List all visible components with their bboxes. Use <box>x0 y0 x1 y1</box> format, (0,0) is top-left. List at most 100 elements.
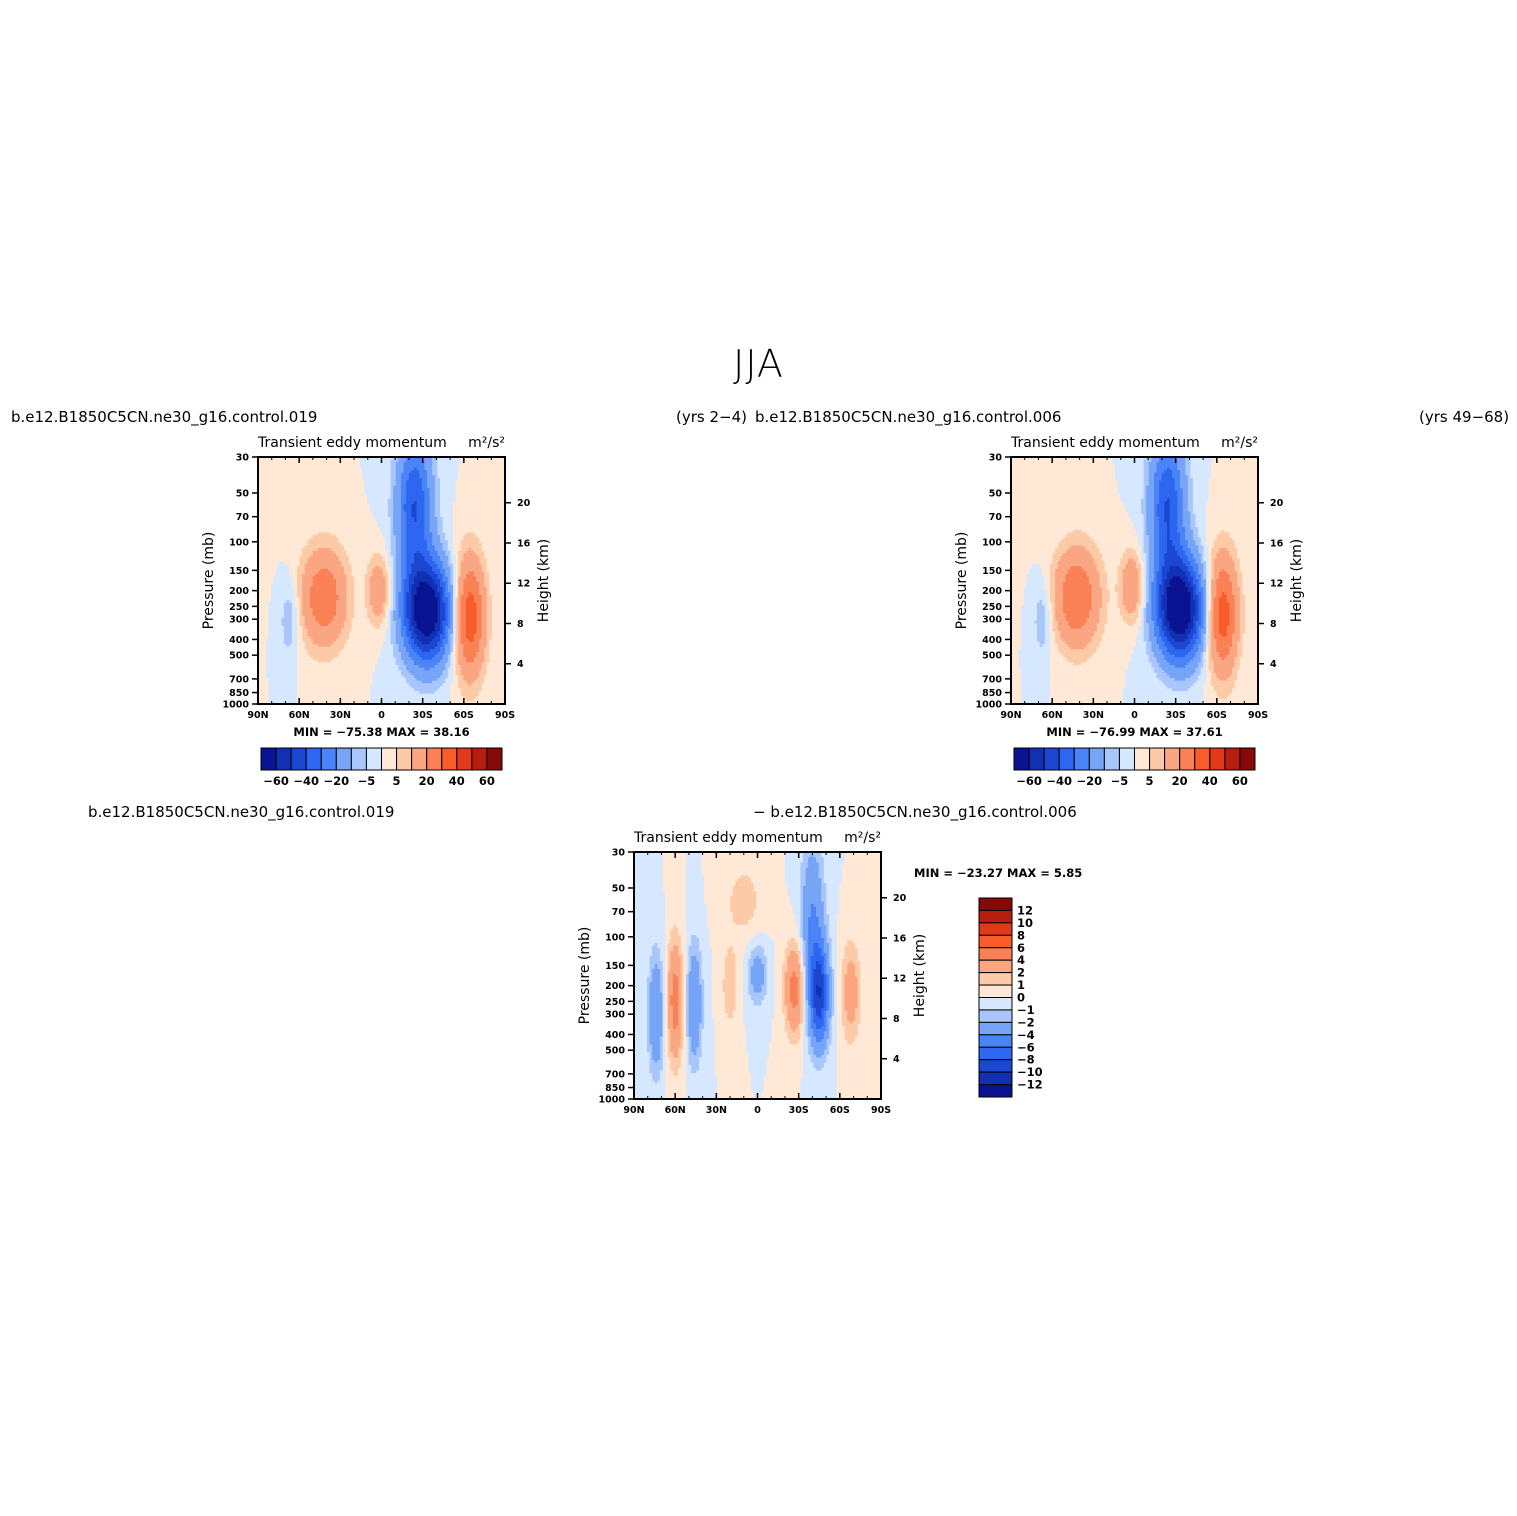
field-cell <box>349 665 353 669</box>
field-cell <box>299 457 303 461</box>
field-cell <box>276 592 280 596</box>
field-cell <box>291 696 295 700</box>
field-cell <box>271 477 275 481</box>
field-cell <box>367 581 371 585</box>
field-cell <box>320 649 324 653</box>
field-cell <box>349 529 353 533</box>
field-cell <box>276 693 280 697</box>
field-cell <box>390 644 394 648</box>
field-cell <box>281 698 285 702</box>
field-cell <box>372 535 376 539</box>
field-cell <box>380 485 384 489</box>
field-cell <box>271 633 275 637</box>
field-cell <box>315 631 319 635</box>
field-cell <box>310 626 314 630</box>
field-cell <box>307 691 311 695</box>
field-cell <box>310 610 314 614</box>
field-cell <box>304 623 308 627</box>
field-cell <box>372 555 376 559</box>
field-cell <box>380 490 384 494</box>
field-cell <box>281 472 285 476</box>
field-cell <box>382 665 386 669</box>
field-cell <box>258 535 262 539</box>
field-cell <box>328 646 332 650</box>
field-cell <box>385 701 389 704</box>
field-cell <box>307 485 311 489</box>
field-cell <box>388 641 392 645</box>
field-cell <box>291 613 295 617</box>
field-cell <box>315 633 319 637</box>
field-cell <box>281 535 285 539</box>
field-cell <box>364 628 368 632</box>
field-cell <box>294 633 298 637</box>
field-cell <box>333 542 337 546</box>
field-cell <box>276 550 280 554</box>
field-cell <box>346 685 350 689</box>
field-cell <box>291 516 295 520</box>
field-cell <box>315 568 319 572</box>
field-cell <box>341 472 345 476</box>
field-cell <box>393 587 397 591</box>
field-cell <box>263 623 267 627</box>
field-cell <box>307 672 311 676</box>
field-cell <box>385 657 389 661</box>
field-cell <box>294 519 298 523</box>
field-cell <box>310 506 314 510</box>
field-cell <box>375 563 379 567</box>
field-cell <box>375 665 379 669</box>
field-cell <box>382 644 386 648</box>
field-cell <box>297 509 301 513</box>
field-cell <box>377 550 381 554</box>
field-cell <box>304 496 308 500</box>
field-cell <box>356 537 360 541</box>
field-cell <box>302 672 306 676</box>
field-cell <box>273 511 277 515</box>
field-cell <box>291 633 295 637</box>
field-cell <box>286 563 290 567</box>
field-cell <box>320 605 324 609</box>
field-cell <box>367 563 371 567</box>
field-cell <box>346 537 350 541</box>
field-cell <box>336 584 340 588</box>
field-cell <box>377 636 381 640</box>
field-cell <box>341 574 345 578</box>
field-cell <box>346 493 350 497</box>
field-cell <box>315 555 319 559</box>
field-cell <box>304 592 308 596</box>
field-cell <box>289 613 293 617</box>
field-cell <box>369 698 373 702</box>
field-cell <box>364 620 368 624</box>
field-cell <box>323 568 327 572</box>
field-cell <box>364 691 368 695</box>
field-cell <box>276 558 280 562</box>
field-cell <box>281 576 285 580</box>
field-cell <box>278 652 282 656</box>
field-cell <box>307 472 311 476</box>
field-cell <box>258 691 262 695</box>
field-cell <box>258 467 262 471</box>
field-cell <box>273 477 277 481</box>
field-cell <box>273 488 277 492</box>
field-cell <box>320 657 324 661</box>
field-cell <box>328 524 332 528</box>
field-cell <box>291 657 295 661</box>
field-cell <box>315 667 319 671</box>
field-cell <box>343 659 347 663</box>
field-cell <box>320 639 324 643</box>
field-cell <box>315 652 319 656</box>
field-cell <box>356 576 360 580</box>
field-cell <box>351 464 355 468</box>
field-cell <box>265 563 269 567</box>
field-cell <box>268 615 272 619</box>
field-cell <box>323 480 327 484</box>
field-cell <box>281 667 285 671</box>
field-cell <box>291 462 295 466</box>
field-cell <box>297 548 301 552</box>
field-cell <box>291 477 295 481</box>
field-cell <box>317 662 321 666</box>
field-cell <box>356 685 360 689</box>
field-cell <box>328 574 332 578</box>
field-cell <box>341 475 345 479</box>
field-cell <box>325 553 329 557</box>
field-cell <box>276 464 280 468</box>
